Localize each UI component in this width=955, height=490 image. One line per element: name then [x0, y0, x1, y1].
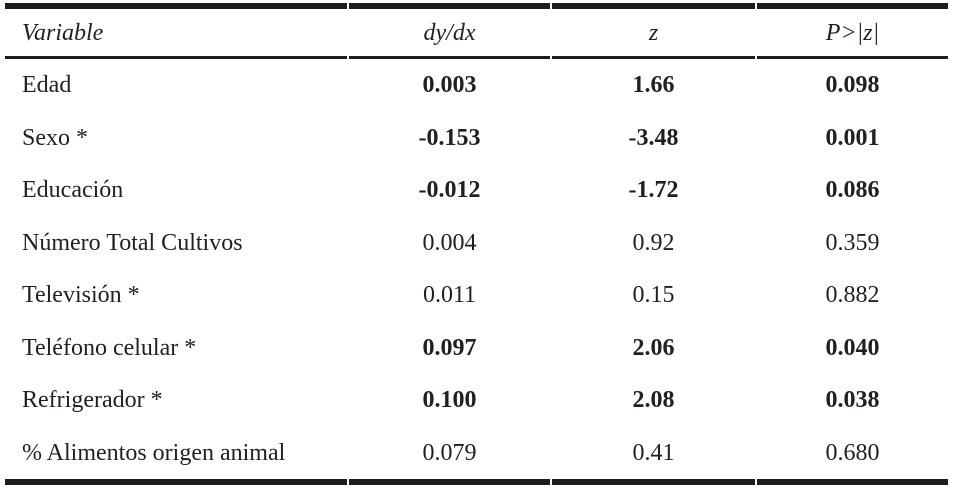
table-row: Edad 0.003 1.66 0.098: [5, 59, 948, 112]
header-rule: [5, 56, 948, 59]
column-header-z: z: [648, 19, 659, 46]
variable-cell: Edad: [22, 72, 72, 99]
z-cell: -1.72: [628, 177, 679, 204]
marginal-effects-table: Variable dy/dx z P>|z| Edad 0.003 1.66 0…: [5, 3, 948, 485]
p-value-cell: 0.359: [825, 229, 880, 256]
variable-cell: Teléfono celular *: [22, 334, 197, 361]
dydx-cell: 0.011: [422, 282, 477, 309]
variable-cell: Televisión *: [22, 282, 140, 309]
dydx-cell: -0.012: [418, 177, 481, 204]
table-row: % Alimentos origen animal 0.079 0.41 0.6…: [5, 427, 948, 480]
table-row: Educación -0.012 -1.72 0.086: [5, 164, 948, 217]
dydx-cell: -0.153: [418, 124, 481, 151]
z-cell: 0.15: [632, 282, 675, 309]
top-rule-segment: [552, 3, 755, 9]
header-rule-segment: [349, 56, 550, 59]
z-cell: 2.06: [632, 334, 675, 361]
z-cell: 0.41: [632, 439, 675, 466]
column-header-dydx: dy/dx: [423, 19, 476, 46]
bottom-rule-segment: [349, 479, 550, 485]
table-body: Edad 0.003 1.66 0.098 Sexo * -0.153 -3.4…: [5, 59, 948, 479]
dydx-cell: 0.003: [422, 72, 477, 99]
bottom-rule-segment: [757, 479, 948, 485]
header-rule-segment: [5, 56, 347, 59]
z-cell: 0.92: [632, 229, 675, 256]
p-value-cell: 0.086: [825, 177, 880, 204]
table-row: Refrigerador * 0.100 2.08 0.038: [5, 374, 948, 427]
table-row: Televisión * 0.011 0.15 0.882: [5, 269, 948, 322]
variable-cell: % Alimentos origen animal: [22, 439, 286, 466]
z-cell: 2.08: [632, 387, 675, 414]
p-value-cell: 0.882: [825, 282, 880, 309]
bottom-rule-segment: [552, 479, 755, 485]
dydx-cell: 0.004: [422, 229, 477, 256]
p-value-cell: 0.098: [825, 72, 880, 99]
p-value-cell: 0.001: [825, 124, 880, 151]
dydx-cell: 0.100: [422, 387, 477, 414]
top-rule-segment: [757, 3, 948, 9]
dydx-cell: 0.097: [422, 334, 477, 361]
dydx-cell: 0.079: [422, 439, 477, 466]
z-cell: 1.66: [632, 72, 675, 99]
variable-cell: Refrigerador *: [22, 387, 163, 414]
bottom-rule-segment: [5, 479, 347, 485]
variable-cell: Sexo *: [22, 124, 88, 151]
table-row: Número Total Cultivos 0.004 0.92 0.359: [5, 217, 948, 270]
top-rule-segment: [5, 3, 347, 9]
column-header-variable: Variable: [22, 19, 104, 46]
top-rule-segment: [349, 3, 550, 9]
column-header-p-value: P>|z|: [825, 19, 880, 46]
header-rule-segment: [552, 56, 755, 59]
header-rule-segment: [757, 56, 948, 59]
top-rule: [5, 3, 948, 9]
table-row: Teléfono celular * 0.097 2.06 0.040: [5, 322, 948, 375]
p-value-cell: 0.040: [825, 334, 880, 361]
p-value-cell: 0.680: [825, 439, 880, 466]
table-row: Sexo * -0.153 -3.48 0.001: [5, 112, 948, 165]
variable-cell: Número Total Cultivos: [22, 229, 243, 256]
p-value-cell: 0.038: [825, 387, 880, 414]
table-header-row: Variable dy/dx z P>|z|: [5, 9, 948, 56]
z-cell: -3.48: [628, 124, 679, 151]
bottom-rule: [5, 479, 948, 485]
variable-cell: Educación: [22, 177, 124, 204]
